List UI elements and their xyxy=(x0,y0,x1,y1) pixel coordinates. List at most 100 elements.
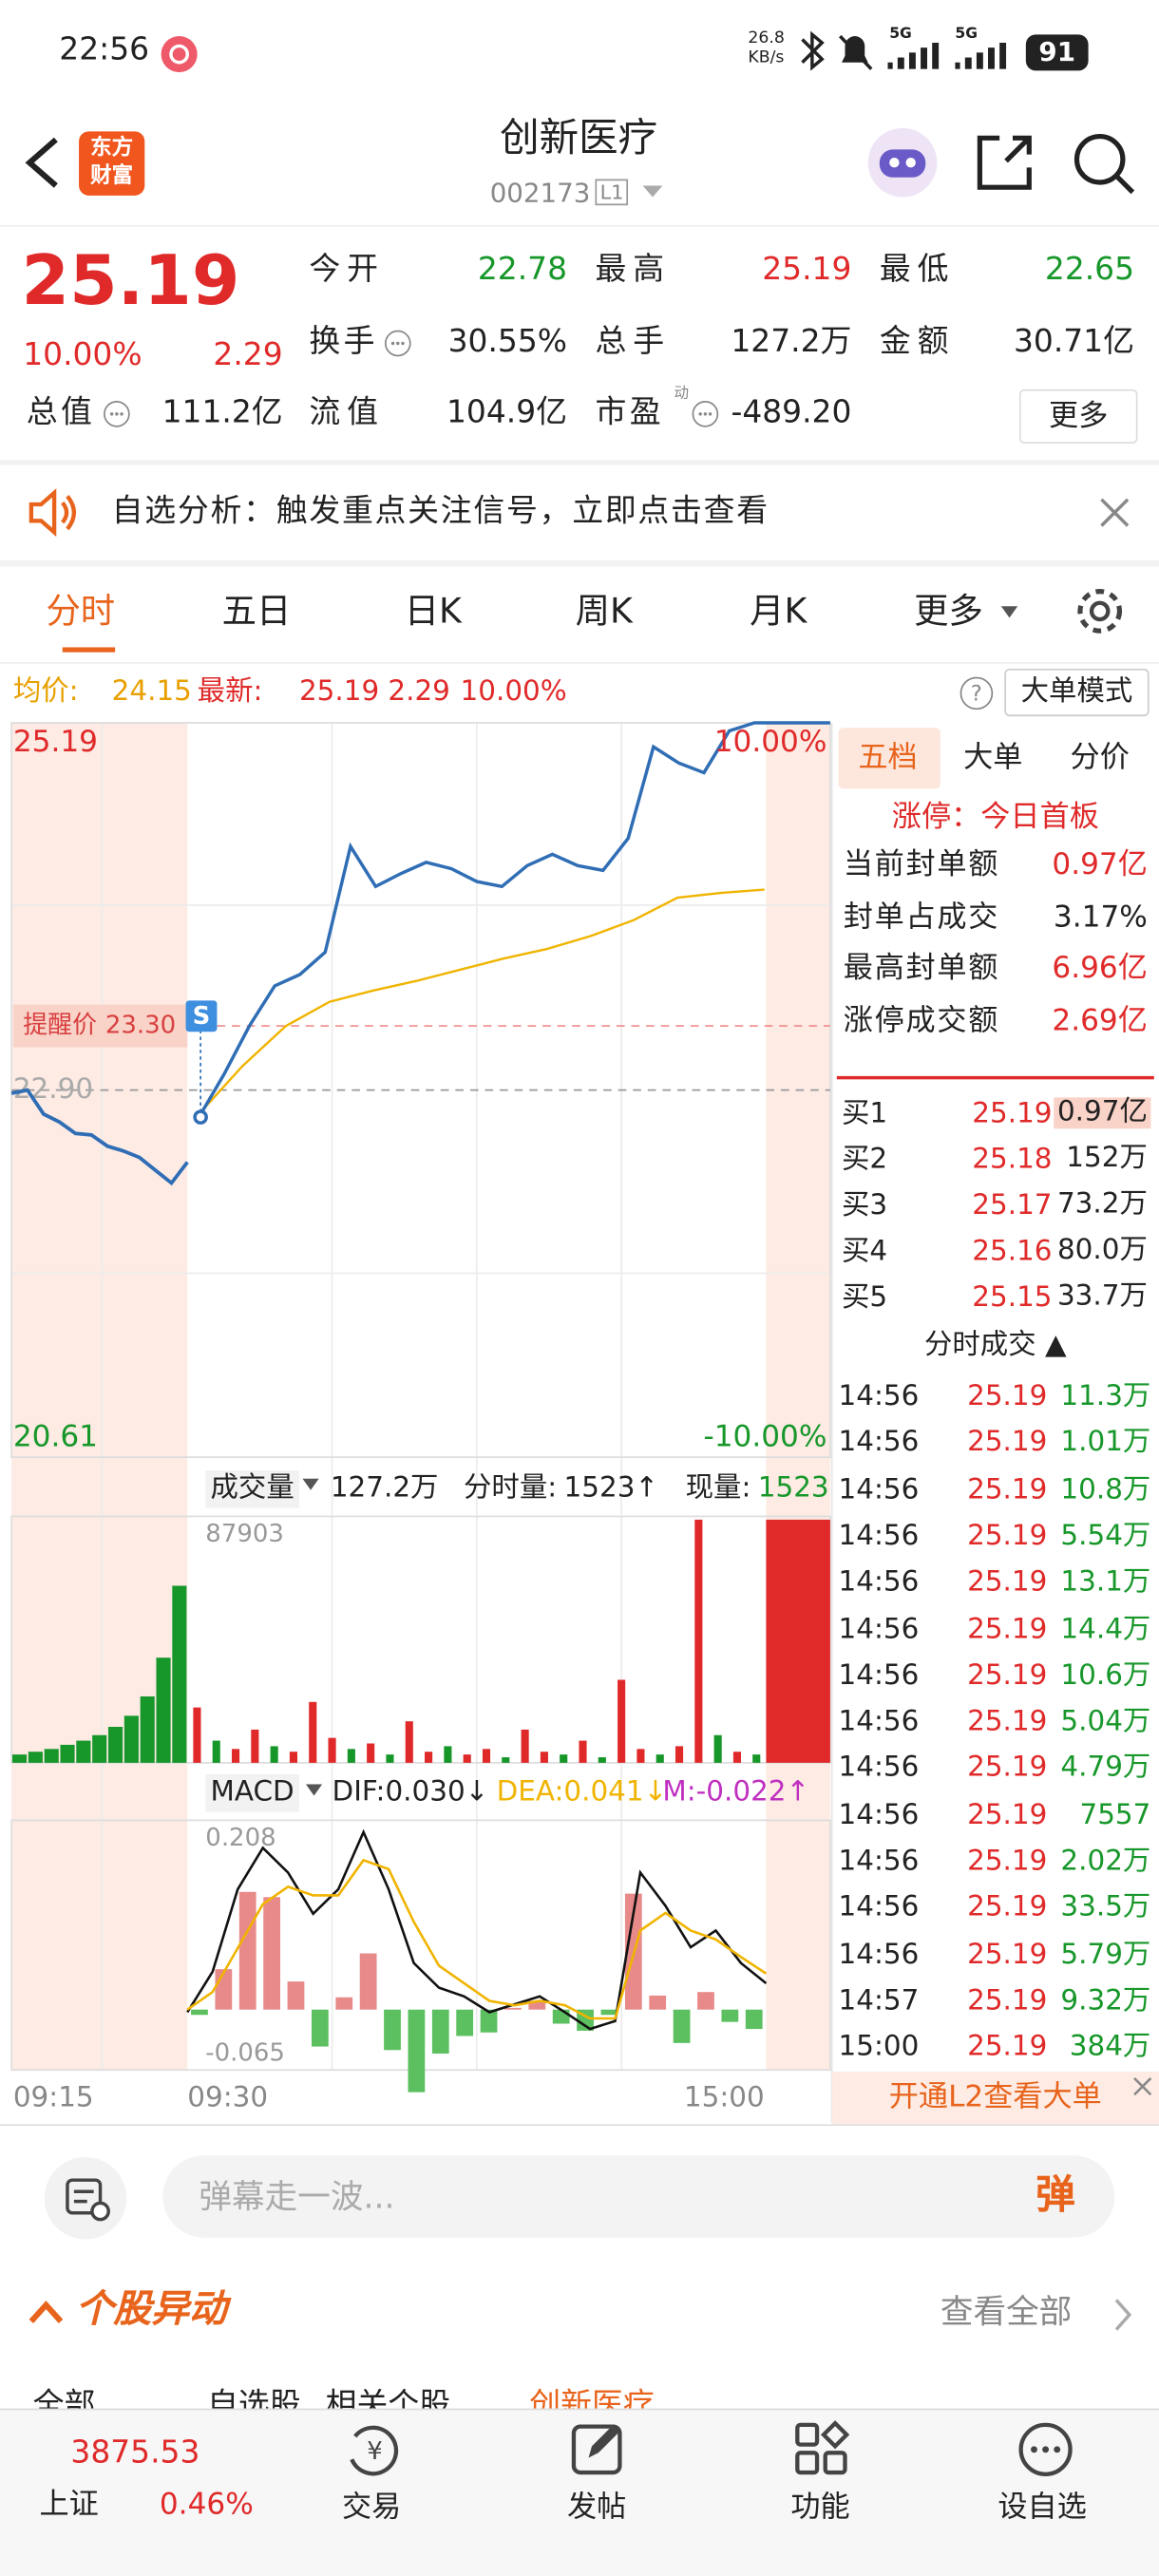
last-pct: 10.00% xyxy=(460,674,567,709)
promo-bar xyxy=(831,2072,1159,2125)
macd-bar xyxy=(215,1969,233,2010)
volume-bar xyxy=(156,1657,171,1763)
more-button[interactable]: 更多 xyxy=(1018,388,1138,444)
avg-value: 24.15 xyxy=(111,674,192,709)
tab[interactable]: 周K xyxy=(575,591,633,632)
volume-bar xyxy=(60,1744,75,1763)
volume-bar xyxy=(766,1519,830,1763)
info-icon[interactable] xyxy=(383,329,412,358)
field-label: 金额 xyxy=(879,323,956,360)
net-unit: KB/s xyxy=(748,48,785,67)
nav-item[interactable]: 功能 xyxy=(790,2491,850,2526)
alert-banner[interactable]: 自选分析：触发重点关注信号，立即点击查看 xyxy=(111,492,770,529)
trade-price: 25.19 xyxy=(967,1612,1048,1646)
danmaku-button[interactable]: 弹 xyxy=(1036,2171,1075,2218)
bid-price: 25.15 xyxy=(972,1281,1053,1315)
field-value: -489.20 xyxy=(731,394,852,431)
time-label: 09:15 xyxy=(12,2081,94,2114)
nav-item[interactable]: 发帖 xyxy=(567,2491,627,2526)
stat-label: 当前封单额 xyxy=(843,847,1000,882)
indicator-selector[interactable]: MACD xyxy=(205,1773,299,1812)
close-button[interactable] xyxy=(1098,496,1131,529)
macd-bar xyxy=(287,1981,305,2010)
tab[interactable]: 日K xyxy=(404,591,462,632)
trade-volume: 2.02万 xyxy=(1060,1845,1151,1878)
index-value[interactable]: 3875.53 xyxy=(70,2434,200,2472)
trade-volume: 7557 xyxy=(1079,1798,1151,1831)
price-line xyxy=(197,721,830,1119)
bid-volume: 73.2万 xyxy=(1056,1187,1148,1222)
current-value: 1523 xyxy=(757,1471,829,1506)
change: 2.29 xyxy=(213,336,283,373)
volume-bar xyxy=(674,1746,684,1763)
macd-bar xyxy=(673,2009,691,2043)
volume-bar xyxy=(172,1585,187,1763)
info-icon[interactable] xyxy=(102,399,131,428)
divider xyxy=(0,559,1159,567)
info-icon[interactable] xyxy=(691,399,720,428)
index-change: 0.46% xyxy=(159,2487,254,2522)
tab[interactable]: 分时 xyxy=(46,591,116,632)
current-label: 现量: xyxy=(685,1471,751,1506)
trade-price: 25.19 xyxy=(967,1519,1048,1553)
nav-item[interactable]: 交易 xyxy=(341,2491,402,2526)
volume-bar xyxy=(656,1754,664,1763)
dropdown[interactable] xyxy=(641,184,664,200)
assistant-avatar[interactable] xyxy=(864,124,940,200)
trade-volume: 14.4万 xyxy=(1060,1612,1151,1646)
time-label: 15:00 xyxy=(683,2081,765,2114)
view-all[interactable]: 查看全部 xyxy=(940,2291,1073,2332)
panel-tab[interactable]: 分价 xyxy=(1070,741,1130,776)
panel-tab[interactable]: 大单 xyxy=(963,741,1023,776)
y-tick-label: 0.208 xyxy=(205,1824,276,1852)
level-badge: L1 xyxy=(595,179,629,206)
macd-bar xyxy=(721,2009,739,2022)
stat-value: 6.96亿 xyxy=(1052,951,1148,986)
trade-price: 25.19 xyxy=(967,1426,1048,1460)
volume-bar xyxy=(560,1754,568,1763)
comment-placeholder: 弹幕走一波... xyxy=(199,2176,395,2217)
close-button[interactable] xyxy=(1131,2074,1154,2097)
collapse-icon[interactable] xyxy=(27,2297,66,2326)
l2-promo[interactable]: 开通L2查看大单 xyxy=(888,2079,1102,2114)
volume-bar xyxy=(386,1754,394,1763)
macd-bar xyxy=(191,2009,208,2016)
bid-level: 买3 xyxy=(842,1189,888,1222)
big-order-mode[interactable]: 大单模式 xyxy=(1004,668,1150,717)
back-button[interactable] xyxy=(20,135,66,191)
last-label: 最新: xyxy=(197,674,263,709)
settings-button[interactable] xyxy=(1074,585,1126,637)
comment-input[interactable] xyxy=(162,2155,1115,2238)
watchlist-icon[interactable] xyxy=(1016,2420,1074,2479)
trade-time: 15:00 xyxy=(838,2031,920,2064)
help-button[interactable]: ? xyxy=(959,675,995,711)
trade-time: 14:56 xyxy=(838,1612,920,1646)
volume-selector[interactable]: 成交量 xyxy=(205,1469,299,1508)
macd-bar xyxy=(600,2009,618,2016)
dif-label: DIF:0.030↓ xyxy=(332,1775,489,1809)
field-label: 换手 xyxy=(309,323,379,360)
field-label: 总手 xyxy=(595,323,672,360)
change-pct: 10.00% xyxy=(23,336,142,373)
volume-bar xyxy=(107,1727,124,1763)
trade-price: 25.19 xyxy=(967,1845,1048,1878)
volume-bar xyxy=(212,1740,220,1763)
bid-volume: 33.7万 xyxy=(1056,1279,1148,1313)
trade-time: 14:56 xyxy=(838,1379,920,1413)
last-price: 25.19 xyxy=(21,239,240,321)
comment-settings[interactable] xyxy=(43,2155,128,2241)
nav-item[interactable]: 设自选 xyxy=(998,2491,1087,2526)
bid-volume: 0.97亿 xyxy=(1054,1097,1151,1129)
tab[interactable]: 更多 xyxy=(914,591,983,632)
function-icon[interactable] xyxy=(792,2420,851,2479)
closing-band xyxy=(766,723,830,2071)
macd-bar xyxy=(238,1891,256,2010)
trade-icon[interactable]: ¥ xyxy=(342,2420,408,2479)
tab[interactable]: 五日 xyxy=(221,591,292,632)
search-button[interactable] xyxy=(1072,131,1137,197)
tab[interactable]: 月K xyxy=(750,591,808,632)
post-icon[interactable] xyxy=(569,2420,628,2479)
share-button[interactable] xyxy=(973,131,1036,194)
panel-tab[interactable]: 五档 xyxy=(858,741,918,776)
